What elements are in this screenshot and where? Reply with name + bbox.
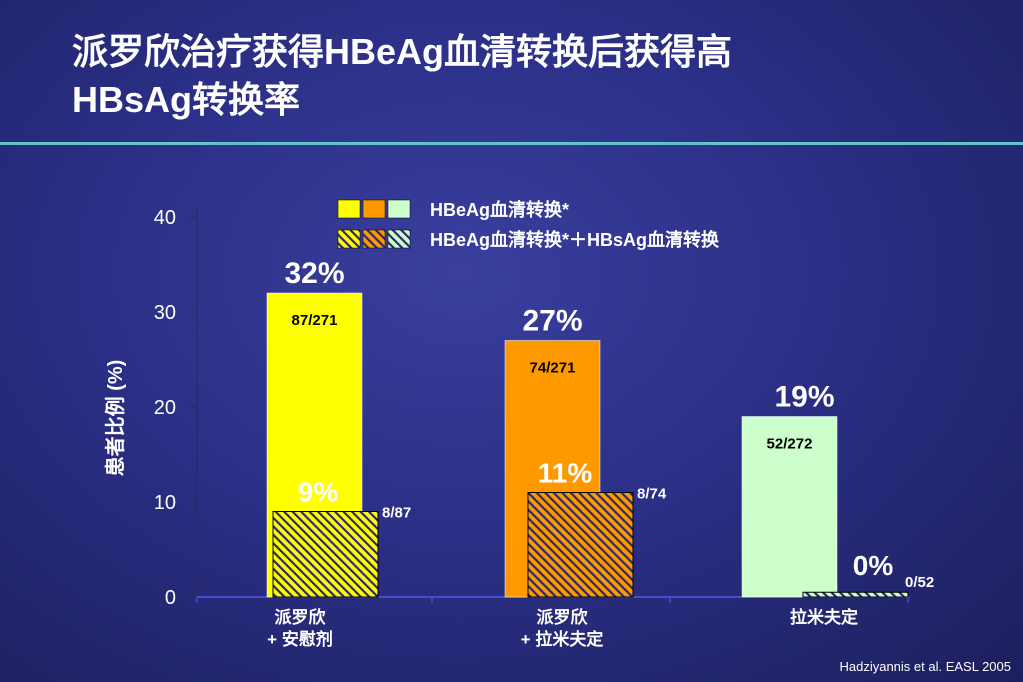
legend-swatch-hatched [362, 229, 386, 249]
bar-value-label: 32% [284, 257, 344, 290]
y-tick-label: 0 [165, 587, 176, 609]
bar-count-label: 87/271 [292, 312, 338, 329]
legend-swatch-solid [337, 199, 361, 219]
legend-label: HBeAg血清转换*＋HBsAg血清转换 [430, 229, 720, 250]
legend-swatch-solid [362, 199, 386, 219]
bar-value-label: 9% [298, 477, 339, 508]
title-divider [0, 142, 1023, 145]
bar-count-label: 8/87 [382, 505, 411, 522]
bar-hbeag-seroconversion [741, 416, 838, 598]
y-tick-label: 10 [154, 492, 176, 514]
x-category-label: + 拉米夫定 [521, 629, 604, 649]
bar-value-label: 27% [522, 305, 582, 338]
bar-value-label: 0% [853, 550, 894, 581]
bar-hbsag-seroconversion [802, 591, 909, 598]
bar-count-label: 8/74 [637, 486, 667, 503]
bar-count-label: 0/52 [905, 574, 934, 591]
bar-count-label: 52/272 [767, 436, 813, 453]
bar-value-label: 19% [774, 381, 834, 414]
bar-hbsag-seroconversion [527, 492, 634, 598]
legend-swatch-hatched [387, 229, 411, 249]
x-category-label: 派罗欣 [537, 607, 589, 627]
slide-title-line-2: HBsAg转换率 [72, 79, 301, 120]
y-axis-label: 患者比例 (%) [103, 360, 127, 477]
bar-hbsag-seroconversion [272, 511, 379, 598]
slide-title: 派罗欣治疗获得HBeAg血清转换后获得高 HBsAg转换率 [72, 28, 972, 124]
bar-count-label: 74/271 [530, 360, 576, 377]
x-category-label: 拉米夫定 [790, 607, 858, 627]
source-citation: Hadziyannis et al. EASL 2005 [839, 659, 1011, 674]
bar-value-label: 11% [538, 458, 593, 489]
legend-label: HBeAg血清转换* [430, 199, 569, 220]
y-tick-label: 20 [154, 397, 176, 419]
x-category-label: + 安慰剂 [267, 629, 333, 649]
y-tick-label: 40 [154, 207, 176, 229]
slide-title-line-1: 派罗欣治疗获得HBeAg血清转换后获得高 [72, 31, 733, 72]
legend-swatch-hatched [337, 229, 361, 249]
x-category-label: 派罗欣 [275, 607, 327, 627]
legend-swatch-solid [387, 199, 411, 219]
y-tick-label: 30 [154, 302, 176, 324]
